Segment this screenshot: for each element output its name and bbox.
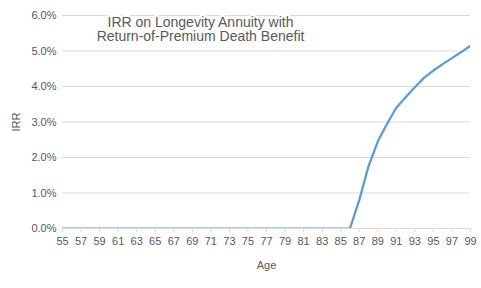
- svg-text:55: 55: [56, 235, 68, 247]
- svg-text:89: 89: [372, 235, 384, 247]
- svg-text:5.0%: 5.0%: [31, 45, 56, 57]
- svg-text:6.0%: 6.0%: [31, 9, 56, 21]
- svg-text:91: 91: [390, 235, 402, 247]
- svg-text:75: 75: [242, 235, 254, 247]
- svg-text:3.0%: 3.0%: [31, 116, 56, 128]
- svg-text:85: 85: [335, 235, 347, 247]
- svg-text:IRR on Longevity Annuity withR: IRR on Longevity Annuity withReturn-of-P…: [97, 14, 305, 44]
- svg-text:65: 65: [149, 235, 161, 247]
- svg-text:63: 63: [131, 235, 143, 247]
- svg-text:79: 79: [279, 235, 291, 247]
- svg-text:61: 61: [112, 235, 124, 247]
- svg-text:71: 71: [205, 235, 217, 247]
- svg-text:69: 69: [186, 235, 198, 247]
- svg-text:99: 99: [464, 235, 476, 247]
- svg-text:0.0%: 0.0%: [31, 222, 56, 234]
- svg-text:2.0%: 2.0%: [31, 151, 56, 163]
- svg-text:57: 57: [75, 235, 87, 247]
- svg-text:95: 95: [427, 235, 439, 247]
- svg-text:93: 93: [409, 235, 421, 247]
- svg-text:87: 87: [353, 235, 365, 247]
- svg-text:73: 73: [223, 235, 235, 247]
- svg-text:97: 97: [446, 235, 458, 247]
- svg-text:83: 83: [316, 235, 328, 247]
- svg-text:59: 59: [93, 235, 105, 247]
- svg-text:IRR: IRR: [10, 112, 22, 131]
- svg-text:Age: Age: [257, 259, 277, 271]
- svg-text:67: 67: [168, 235, 180, 247]
- svg-text:4.0%: 4.0%: [31, 80, 56, 92]
- svg-text:77: 77: [260, 235, 272, 247]
- svg-text:1.0%: 1.0%: [31, 187, 56, 199]
- svg-text:81: 81: [297, 235, 309, 247]
